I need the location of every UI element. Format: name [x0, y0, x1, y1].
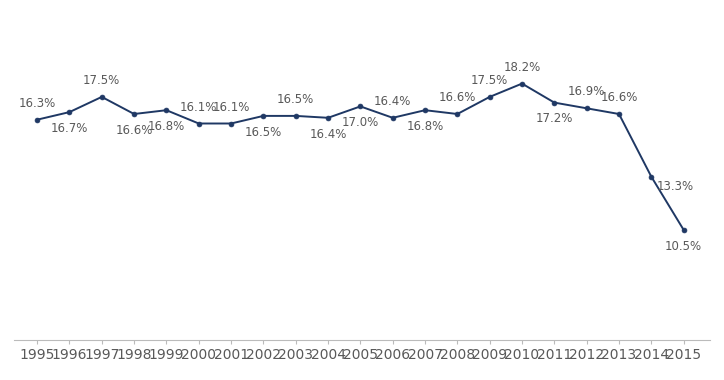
Text: 16.1%: 16.1% [212, 101, 250, 114]
Text: 16.4%: 16.4% [309, 128, 347, 141]
Text: 16.3%: 16.3% [19, 97, 56, 110]
Text: 16.6%: 16.6% [600, 91, 638, 104]
Text: 16.7%: 16.7% [51, 122, 88, 135]
Text: 13.3%: 13.3% [656, 180, 694, 193]
Text: 16.6%: 16.6% [439, 91, 476, 104]
Text: 16.5%: 16.5% [245, 126, 282, 139]
Text: 16.9%: 16.9% [568, 86, 605, 98]
Text: 16.8%: 16.8% [148, 120, 185, 133]
Text: 16.8%: 16.8% [406, 120, 444, 133]
Text: 18.2%: 18.2% [503, 61, 541, 74]
Text: 17.2%: 17.2% [536, 112, 573, 125]
Text: 16.4%: 16.4% [374, 95, 411, 108]
Text: 16.1%: 16.1% [180, 101, 217, 114]
Text: 17.0%: 17.0% [342, 116, 379, 129]
Text: 17.5%: 17.5% [83, 74, 120, 87]
Text: 17.5%: 17.5% [471, 74, 508, 87]
Text: 16.5%: 16.5% [277, 93, 314, 106]
Text: 10.5%: 10.5% [665, 240, 702, 253]
Text: 16.6%: 16.6% [115, 124, 153, 137]
